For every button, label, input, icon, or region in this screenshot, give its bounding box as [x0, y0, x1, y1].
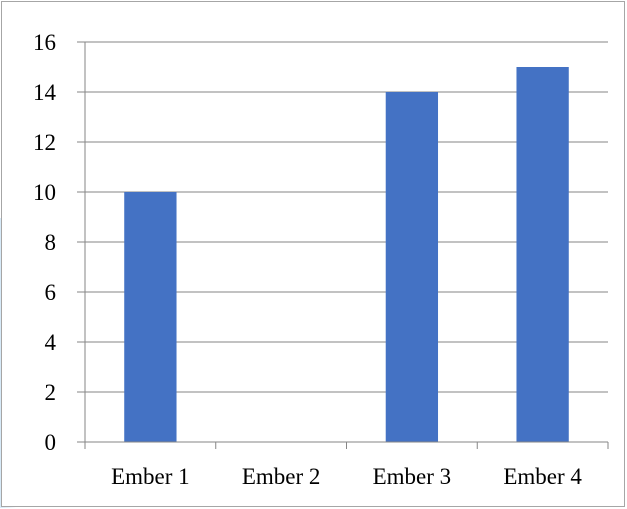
- y-tick-label: 0: [45, 430, 57, 455]
- y-tick-label: 8: [45, 230, 57, 255]
- y-tick-labels: 0 2 4 6 8 10 12 14 16: [33, 30, 57, 455]
- x-category-label: Ember 1: [111, 464, 190, 489]
- bar-ember-3: [385, 92, 439, 442]
- y-tick-label: 16: [33, 30, 56, 55]
- bars: [124, 67, 569, 442]
- bar-ember-1: [124, 192, 177, 442]
- x-category-label: Ember 3: [373, 464, 452, 489]
- y-tick-label: 6: [45, 280, 57, 305]
- axes: [77, 42, 609, 449]
- y-tick-label: 2: [45, 380, 57, 405]
- bar-ember-4: [516, 67, 569, 442]
- y-tick-label: 4: [45, 330, 57, 355]
- y-tick-label: 14: [33, 80, 57, 105]
- x-category-label: Ember 4: [503, 464, 582, 489]
- x-category-label: Ember 2: [242, 464, 321, 489]
- x-category-labels: Ember 1 Ember 2 Ember 3 Ember 4: [111, 464, 582, 489]
- y-tick-label: 12: [33, 130, 56, 155]
- y-tick-label: 10: [33, 180, 56, 205]
